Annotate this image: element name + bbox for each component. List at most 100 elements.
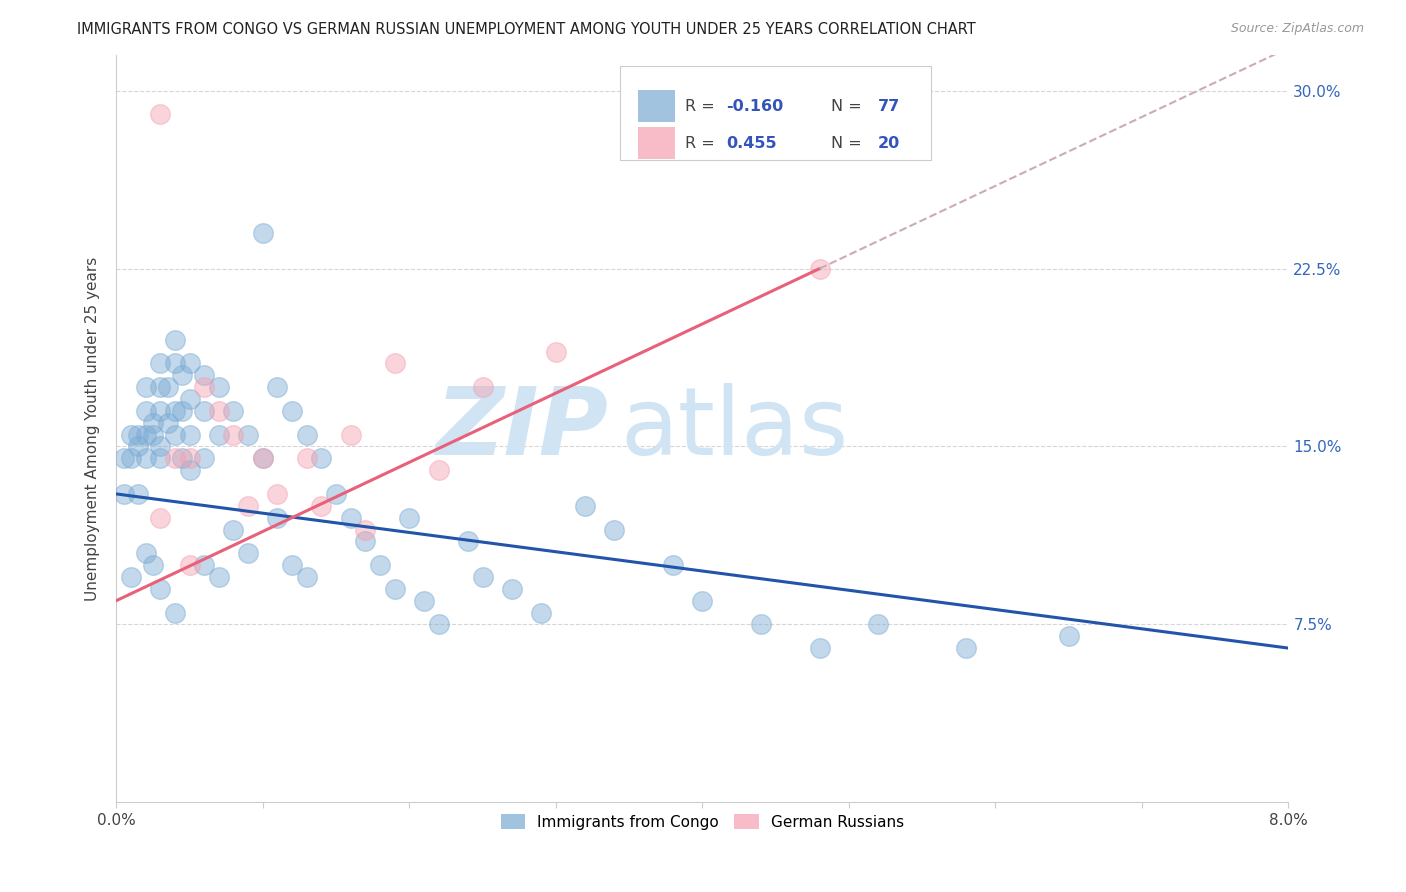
Point [427,463,450,477]
Point [208,427,231,442]
Point [384,356,406,370]
Point [149,404,172,418]
Point [163,427,186,442]
Text: atlas: atlas [620,383,849,475]
Point [1057,629,1080,643]
Point [354,534,377,549]
Point [808,261,831,276]
Point [127,440,149,454]
Point [179,451,201,466]
Point [413,593,436,607]
Point [266,487,288,501]
Point [281,404,304,418]
Point [692,593,714,607]
Point [135,546,157,560]
Point [135,380,157,394]
Point [193,451,215,466]
Point [544,344,567,359]
Point [236,427,259,442]
Point [156,416,179,430]
Point [384,582,406,596]
Point [955,641,977,656]
Text: N =: N = [831,136,868,151]
Text: Source: ZipAtlas.com: Source: ZipAtlas.com [1230,22,1364,36]
Text: R =: R = [685,99,720,113]
Point [179,558,201,572]
Point [135,427,157,442]
Point [281,558,304,572]
FancyBboxPatch shape [620,66,931,160]
Point [208,570,231,584]
Point [398,510,420,524]
Point [574,499,596,513]
Point [149,356,172,370]
Point [135,451,157,466]
Point [172,368,194,383]
Point [163,606,186,620]
Point [163,333,186,347]
Point [149,380,172,394]
Point [252,226,274,240]
Text: IMMIGRANTS FROM CONGO VS GERMAN RUSSIAN UNEMPLOYMENT AMONG YOUTH UNDER 25 YEARS : IMMIGRANTS FROM CONGO VS GERMAN RUSSIAN … [77,22,976,37]
Point [236,546,259,560]
Point [295,427,318,442]
Point [112,487,135,501]
Point [662,558,685,572]
Point [127,487,149,501]
Text: -0.160: -0.160 [725,99,783,113]
Point [339,510,361,524]
Point [149,510,172,524]
Point [222,523,245,537]
Point [142,416,165,430]
Text: 77: 77 [879,99,900,113]
Point [149,107,172,121]
Point [295,570,318,584]
Point [179,427,201,442]
Point [172,451,194,466]
Point [311,451,333,466]
Point [112,451,135,466]
Point [142,558,165,572]
Point [120,570,142,584]
Point [208,404,231,418]
Point [193,380,215,394]
Point [325,487,347,501]
Y-axis label: Unemployment Among Youth under 25 years: Unemployment Among Youth under 25 years [86,257,100,601]
Point [149,582,172,596]
Point [501,582,523,596]
Point [179,356,201,370]
Legend: Immigrants from Congo, German Russians: Immigrants from Congo, German Russians [495,807,910,836]
Point [603,523,626,537]
Point [311,499,333,513]
Point [120,451,142,466]
Point [868,617,890,632]
Point [339,427,361,442]
Point [149,440,172,454]
Text: N =: N = [831,99,868,113]
Point [368,558,391,572]
Point [193,368,215,383]
FancyBboxPatch shape [638,128,675,159]
Point [127,427,149,442]
Point [236,499,259,513]
Point [222,404,245,418]
Point [295,451,318,466]
Point [163,451,186,466]
Point [252,451,274,466]
Point [808,641,831,656]
FancyBboxPatch shape [638,90,675,122]
Point [179,463,201,477]
Point [530,606,553,620]
Text: 0.455: 0.455 [725,136,776,151]
Point [354,523,377,537]
Point [156,380,179,394]
Point [266,380,288,394]
Text: 20: 20 [879,136,900,151]
Point [149,451,172,466]
Point [427,617,450,632]
Point [179,392,201,406]
Point [471,380,494,394]
Point [252,451,274,466]
Point [208,380,231,394]
Point [222,427,245,442]
